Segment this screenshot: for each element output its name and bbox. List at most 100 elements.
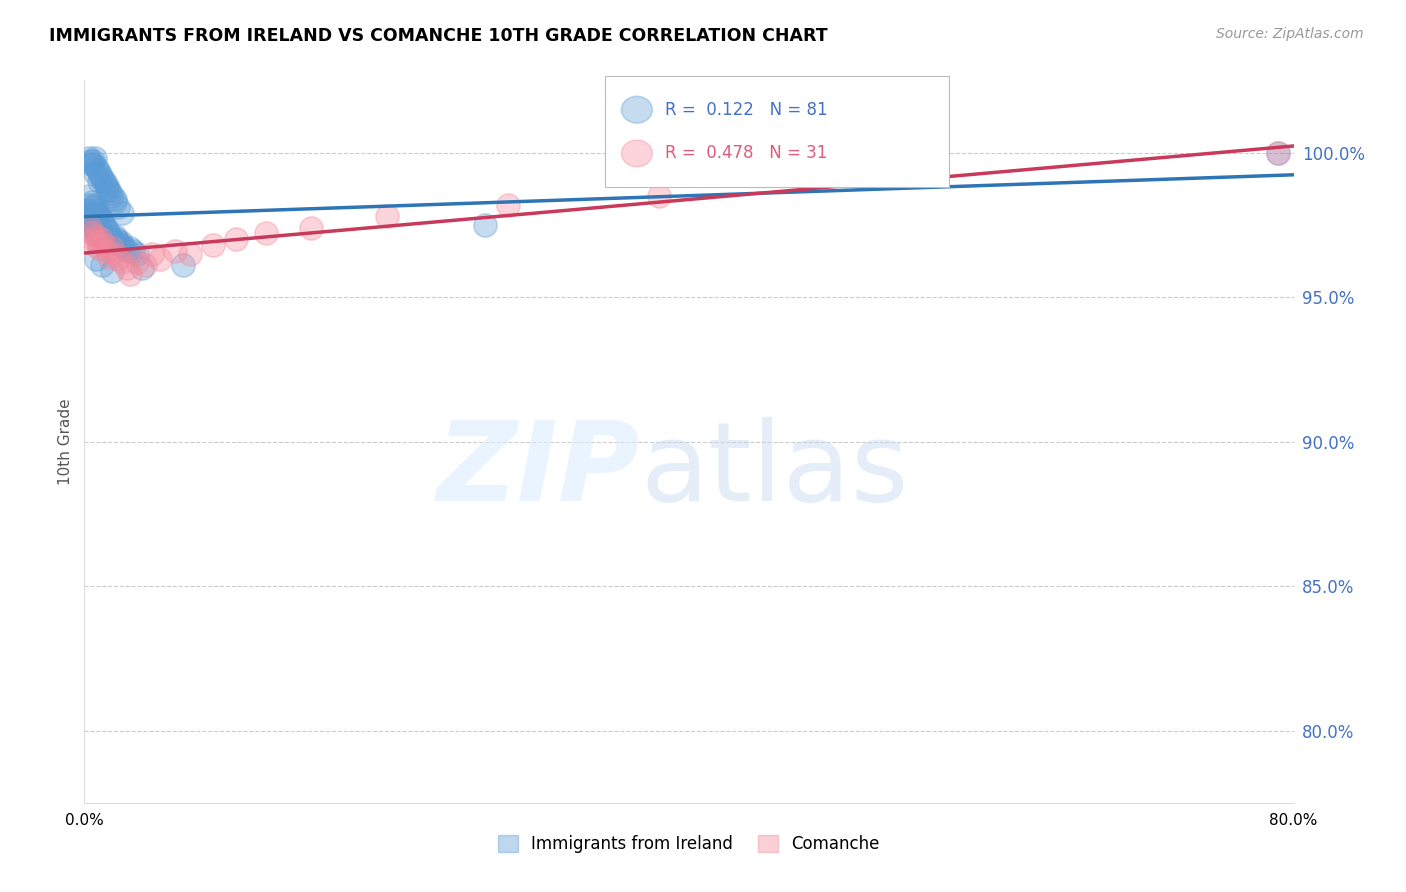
Point bbox=[91, 215, 114, 229]
Point bbox=[254, 227, 277, 241]
Point bbox=[165, 244, 187, 258]
Point bbox=[90, 232, 112, 246]
Point bbox=[80, 227, 103, 241]
Point bbox=[87, 162, 110, 177]
Point bbox=[96, 235, 118, 249]
Legend: Immigrants from Ireland, Comanche: Immigrants from Ireland, Comanche bbox=[491, 828, 887, 860]
Point bbox=[96, 183, 118, 197]
Point bbox=[96, 223, 118, 237]
Point bbox=[84, 197, 107, 211]
Point bbox=[141, 246, 163, 260]
Point bbox=[77, 209, 100, 223]
Point bbox=[86, 223, 108, 237]
Point bbox=[118, 241, 141, 255]
Point bbox=[79, 218, 101, 232]
Point bbox=[225, 232, 247, 246]
Point bbox=[111, 206, 134, 220]
Point bbox=[89, 174, 111, 188]
Point bbox=[86, 212, 108, 227]
Point bbox=[86, 252, 108, 267]
Point bbox=[79, 212, 101, 227]
Point bbox=[496, 197, 519, 211]
Point bbox=[127, 246, 149, 260]
Point bbox=[93, 238, 115, 252]
Text: R =  0.122   N = 81: R = 0.122 N = 81 bbox=[665, 101, 828, 119]
Point bbox=[299, 220, 322, 235]
Point bbox=[104, 246, 127, 260]
Point bbox=[375, 209, 398, 223]
Point bbox=[104, 192, 127, 206]
Point bbox=[76, 203, 98, 218]
Point bbox=[93, 218, 115, 232]
Point bbox=[80, 206, 103, 220]
Point bbox=[112, 241, 135, 255]
Point bbox=[84, 227, 107, 241]
Point bbox=[201, 238, 224, 252]
Point bbox=[115, 261, 138, 276]
Point bbox=[97, 250, 120, 264]
Point bbox=[77, 151, 100, 165]
Point bbox=[80, 215, 103, 229]
Point bbox=[90, 169, 112, 183]
Point bbox=[121, 244, 143, 258]
Point bbox=[89, 166, 111, 180]
Point bbox=[80, 157, 103, 171]
Point bbox=[89, 229, 111, 244]
Point bbox=[94, 220, 117, 235]
Point bbox=[104, 194, 127, 209]
Point bbox=[94, 178, 117, 192]
Point bbox=[98, 229, 121, 244]
Point bbox=[82, 232, 104, 246]
Point bbox=[87, 227, 110, 241]
Point bbox=[104, 229, 127, 244]
Point bbox=[100, 241, 122, 255]
Text: ZIP: ZIP bbox=[437, 417, 641, 524]
Point bbox=[97, 183, 120, 197]
Point bbox=[87, 206, 110, 220]
Point bbox=[79, 154, 101, 169]
Point bbox=[93, 174, 115, 188]
Point bbox=[93, 229, 115, 244]
Point bbox=[172, 258, 194, 272]
Point bbox=[1267, 145, 1289, 160]
Point bbox=[91, 227, 114, 241]
Text: Source: ZipAtlas.com: Source: ZipAtlas.com bbox=[1216, 27, 1364, 41]
Point bbox=[100, 189, 122, 203]
Point bbox=[84, 166, 107, 180]
Point bbox=[89, 218, 111, 232]
Point bbox=[97, 227, 120, 241]
Point bbox=[86, 160, 108, 174]
Point bbox=[100, 232, 122, 246]
Point bbox=[84, 206, 107, 220]
Point bbox=[1267, 145, 1289, 160]
Point bbox=[84, 151, 107, 165]
Point bbox=[474, 218, 496, 232]
Point bbox=[107, 201, 129, 215]
Point bbox=[110, 235, 132, 249]
Point bbox=[84, 238, 107, 252]
Point bbox=[115, 244, 138, 258]
Point bbox=[82, 220, 104, 235]
Point bbox=[87, 235, 110, 249]
Point bbox=[149, 252, 172, 267]
Point bbox=[108, 238, 131, 252]
Point bbox=[87, 218, 110, 232]
Point bbox=[90, 223, 112, 237]
Point bbox=[82, 154, 104, 169]
Point bbox=[127, 255, 149, 269]
Point bbox=[79, 220, 101, 235]
Point bbox=[101, 235, 124, 249]
Point bbox=[86, 203, 108, 218]
Point bbox=[111, 255, 134, 269]
Point bbox=[96, 180, 118, 194]
Point bbox=[648, 189, 671, 203]
Point bbox=[91, 258, 114, 272]
Point bbox=[80, 157, 103, 171]
Point bbox=[82, 209, 104, 223]
Point bbox=[91, 171, 114, 186]
Point bbox=[94, 232, 117, 246]
Point bbox=[89, 241, 111, 255]
Point bbox=[107, 235, 129, 249]
Point bbox=[77, 189, 100, 203]
Point bbox=[118, 267, 141, 281]
